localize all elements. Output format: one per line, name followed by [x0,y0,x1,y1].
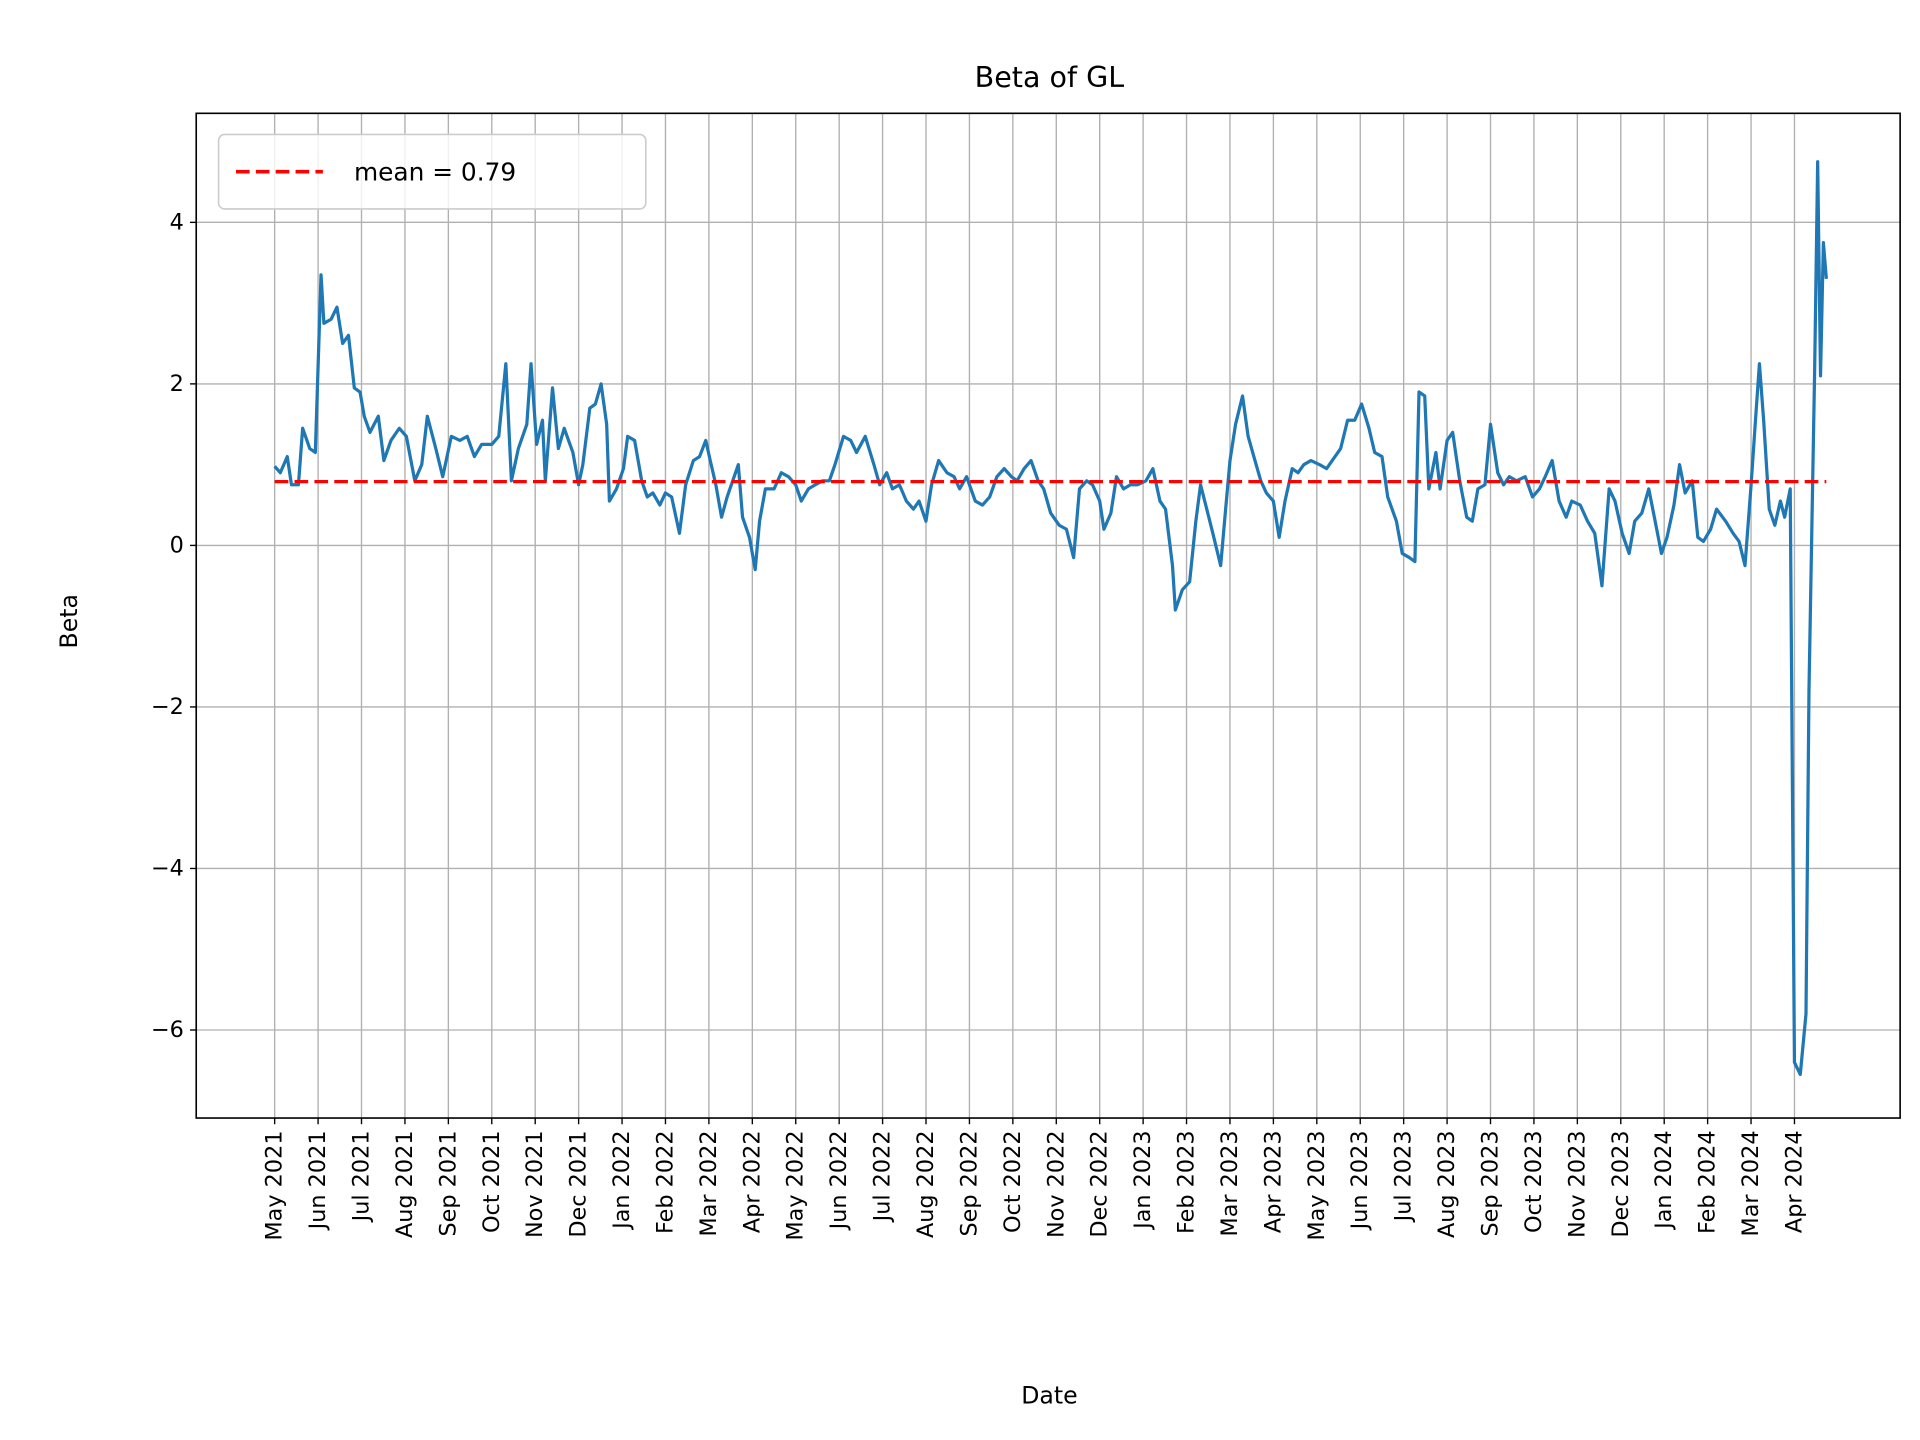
legend: mean = 0.79 [217,133,647,210]
x-tick-label: May 2023 [1304,1130,1330,1240]
x-tick-label: Jul 2023 [1391,1130,1417,1223]
x-tick-label: Apr 2023 [1260,1130,1286,1233]
x-tick-label: Jun 2022 [826,1130,852,1231]
x-tick-label: Jul 2022 [870,1130,896,1223]
chart-title: Beta of GL [975,60,1125,94]
x-tick-label: Aug 2023 [1434,1130,1460,1238]
beta-series-line [273,160,1828,1077]
legend-mean-label: mean = 0.79 [354,157,516,186]
x-tick-label: Jul 2021 [349,1130,375,1223]
y-tick-label: −4 [151,855,184,881]
x-tick-label: Dec 2022 [1087,1130,1113,1237]
y-axis-label: Beta [55,594,83,648]
y-tick-label: 0 [170,532,184,558]
y-tick-label: 2 [170,371,184,397]
x-tick-label: Feb 2024 [1695,1130,1721,1234]
x-tick-label: Nov 2023 [1564,1130,1590,1238]
y-tick-label: −6 [151,1017,184,1043]
y-tick-label: −2 [151,694,184,720]
x-tick-label: Mar 2022 [696,1130,722,1236]
x-tick-label: Nov 2021 [522,1130,548,1238]
legend-box [217,133,647,210]
y-tick-label: 4 [170,209,184,235]
x-axis-label: Date [1021,1382,1077,1410]
x-tick-label: Jan 2024 [1651,1130,1677,1230]
x-tick-label: Feb 2022 [652,1130,678,1234]
x-tick-label: Dec 2021 [566,1130,592,1237]
x-tick-label: Sep 2022 [956,1130,982,1236]
x-tick-label: Apr 2022 [739,1130,765,1233]
x-tick-label: Mar 2024 [1738,1130,1764,1236]
x-tick-label: Sep 2023 [1478,1130,1504,1236]
x-tick-label: Mar 2023 [1217,1130,1243,1236]
x-tick-label: Jan 2023 [1130,1130,1156,1230]
axes-frame [195,112,1901,1119]
x-tick-label: May 2022 [783,1130,809,1240]
x-tick-label: Feb 2023 [1174,1130,1200,1234]
plot-area [273,160,1828,1077]
ticks: May 2021 Jun 2021 Jul 2021 Aug 2021 Sep 2021… [151,209,1808,1240]
x-tick-label: Oct 2023 [1521,1130,1547,1233]
x-tick-label: Aug 2021 [392,1130,418,1238]
x-tick-label: Jun 2023 [1347,1130,1373,1231]
x-tick-label: Jan 2022 [609,1130,635,1230]
x-tick-label: Aug 2022 [913,1130,939,1238]
x-tick-label: Oct 2022 [1000,1130,1026,1233]
x-tick-label: Nov 2022 [1043,1130,1069,1238]
x-tick-label: Dec 2023 [1608,1130,1634,1237]
x-tick-label: Oct 2021 [479,1130,505,1233]
x-tick-label: Sep 2021 [435,1130,461,1236]
x-tick-label: Apr 2024 [1781,1130,1807,1233]
x-tick-label: May 2021 [262,1130,288,1240]
x-tick-label: Jun 2021 [305,1130,331,1231]
